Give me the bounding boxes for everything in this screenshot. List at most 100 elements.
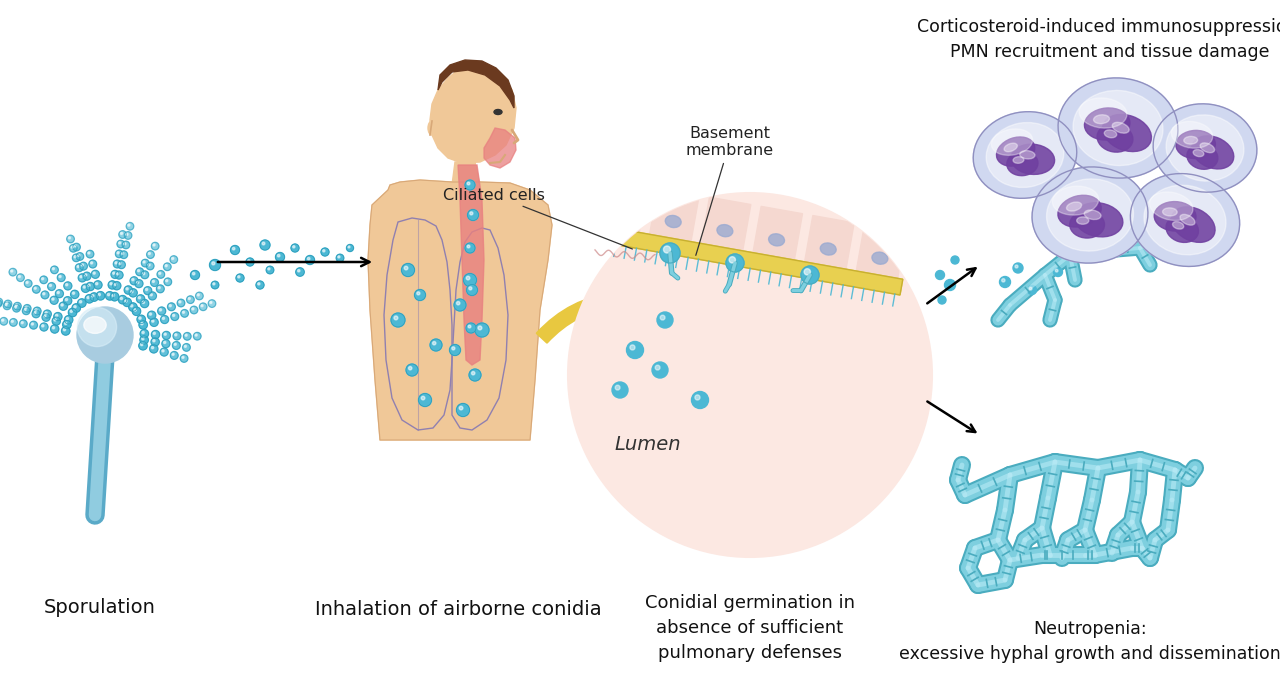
Circle shape — [460, 406, 463, 410]
Circle shape — [150, 293, 152, 296]
Circle shape — [142, 337, 145, 340]
Ellipse shape — [1070, 211, 1105, 238]
Circle shape — [61, 304, 63, 306]
Circle shape — [131, 291, 133, 293]
Circle shape — [660, 315, 666, 320]
Circle shape — [93, 272, 95, 274]
Circle shape — [430, 339, 442, 351]
Circle shape — [257, 283, 260, 285]
Circle shape — [128, 224, 129, 227]
Circle shape — [306, 256, 315, 264]
Circle shape — [78, 274, 86, 282]
Circle shape — [64, 297, 72, 305]
Circle shape — [209, 300, 216, 307]
Circle shape — [137, 315, 146, 323]
Circle shape — [90, 293, 99, 301]
Circle shape — [408, 367, 412, 370]
Circle shape — [64, 282, 72, 290]
FancyArrowPatch shape — [536, 288, 637, 343]
Circle shape — [236, 274, 244, 282]
Circle shape — [6, 302, 8, 304]
Circle shape — [140, 321, 147, 329]
Circle shape — [50, 284, 51, 286]
Ellipse shape — [1102, 114, 1152, 151]
Circle shape — [695, 395, 700, 400]
Circle shape — [147, 311, 156, 319]
Ellipse shape — [1084, 210, 1101, 220]
Ellipse shape — [1192, 136, 1234, 169]
Circle shape — [68, 308, 77, 316]
Circle shape — [81, 264, 83, 266]
Circle shape — [404, 266, 408, 270]
Circle shape — [35, 309, 37, 311]
Circle shape — [51, 266, 59, 274]
Text: Conidial germination in
absence of sufficient
pulmonary defenses: Conidial germination in absence of suffi… — [645, 594, 855, 662]
Circle shape — [152, 244, 155, 246]
Ellipse shape — [1093, 115, 1110, 123]
Circle shape — [156, 285, 164, 293]
Circle shape — [142, 331, 145, 334]
Circle shape — [59, 302, 68, 310]
Circle shape — [4, 300, 12, 308]
Polygon shape — [804, 215, 854, 277]
Circle shape — [114, 283, 116, 286]
Ellipse shape — [1155, 201, 1196, 231]
Circle shape — [200, 303, 207, 311]
Circle shape — [61, 327, 70, 335]
Circle shape — [72, 246, 73, 248]
Ellipse shape — [1059, 78, 1178, 178]
Circle shape — [141, 300, 148, 307]
Circle shape — [1015, 265, 1018, 268]
Circle shape — [116, 252, 119, 254]
Circle shape — [196, 292, 204, 300]
Circle shape — [65, 284, 68, 286]
Circle shape — [119, 242, 120, 244]
Circle shape — [141, 271, 148, 279]
Circle shape — [74, 245, 77, 247]
Circle shape — [657, 312, 673, 328]
Circle shape — [41, 291, 49, 299]
Circle shape — [138, 296, 141, 299]
Circle shape — [467, 245, 470, 248]
Ellipse shape — [1153, 104, 1257, 192]
Ellipse shape — [1172, 222, 1184, 229]
Ellipse shape — [1166, 115, 1244, 181]
Circle shape — [230, 245, 239, 254]
Circle shape — [278, 254, 280, 257]
Polygon shape — [751, 206, 803, 268]
Circle shape — [105, 291, 114, 300]
Circle shape — [72, 304, 81, 312]
Circle shape — [468, 286, 472, 290]
Circle shape — [54, 319, 56, 321]
Polygon shape — [430, 65, 516, 163]
Circle shape — [159, 273, 161, 275]
Circle shape — [338, 256, 340, 258]
Ellipse shape — [1066, 202, 1082, 211]
Ellipse shape — [717, 224, 733, 237]
Circle shape — [88, 260, 97, 268]
Circle shape — [616, 385, 620, 390]
Circle shape — [172, 313, 179, 321]
Circle shape — [69, 245, 77, 252]
Circle shape — [170, 256, 178, 263]
Ellipse shape — [1171, 121, 1212, 148]
Circle shape — [184, 345, 187, 347]
Circle shape — [457, 302, 460, 305]
Polygon shape — [452, 162, 480, 185]
Circle shape — [186, 334, 187, 336]
Polygon shape — [369, 180, 552, 440]
Circle shape — [14, 306, 17, 308]
Circle shape — [122, 241, 129, 249]
Circle shape — [31, 323, 33, 325]
Polygon shape — [855, 224, 906, 286]
Circle shape — [129, 289, 137, 297]
Circle shape — [122, 252, 124, 254]
Circle shape — [40, 276, 47, 284]
Circle shape — [1053, 268, 1062, 277]
Circle shape — [211, 281, 219, 289]
Circle shape — [163, 317, 165, 319]
Circle shape — [138, 317, 141, 319]
Circle shape — [394, 316, 398, 320]
FancyArrowPatch shape — [536, 288, 637, 343]
Circle shape — [347, 245, 353, 252]
